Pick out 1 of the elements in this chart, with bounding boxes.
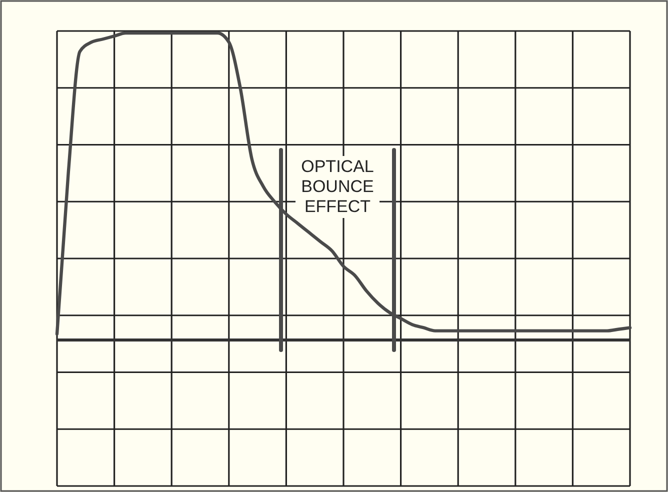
annotation: OPTICAL BOUNCE EFFECT xyxy=(301,157,374,216)
